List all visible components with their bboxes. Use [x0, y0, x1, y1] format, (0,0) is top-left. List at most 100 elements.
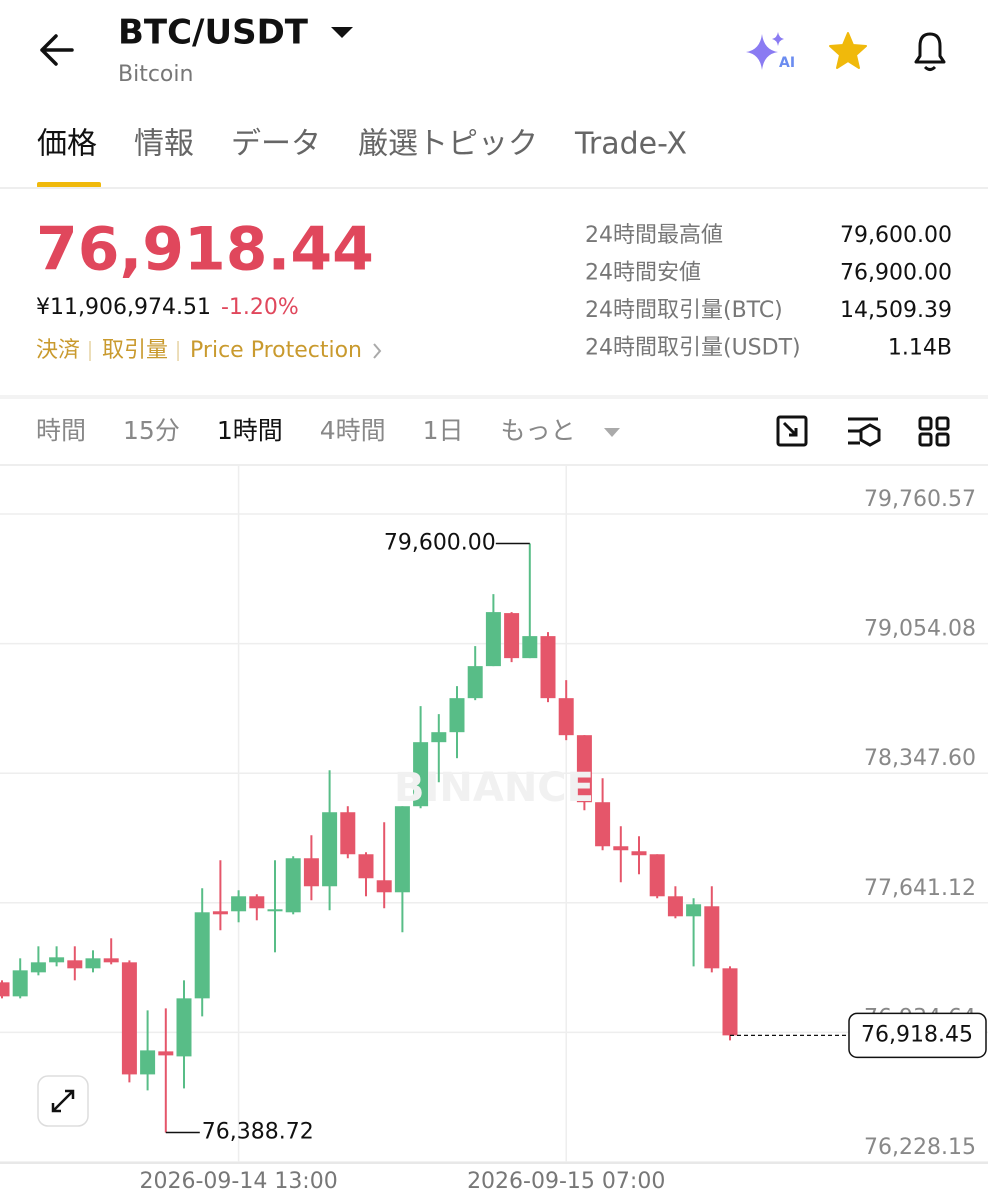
- candle-body: [212, 911, 228, 915]
- expand-button[interactable]: [37, 1075, 89, 1127]
- candle-body: [267, 909, 283, 912]
- price-link[interactable]: 決済: [36, 338, 80, 363]
- candle-body: [522, 636, 538, 659]
- price-chart: 76,228.1576,934.6477,641.1278,347.6079,0…: [0, 466, 988, 1194]
- more-dropdown[interactable]: [604, 428, 620, 437]
- stat-label: 24時間最高値: [585, 223, 723, 248]
- stat-value: 76,900.00: [840, 261, 952, 286]
- icon-cell: [935, 416, 950, 431]
- layout-icon[interactable]: [918, 416, 950, 447]
- x-tick-label: 2026-09-15 07:00: [467, 1169, 665, 1194]
- alert-button[interactable]: [914, 32, 946, 71]
- tab[interactable]: 価格: [37, 127, 97, 162]
- last-price-label: 76,918.45: [861, 1022, 973, 1047]
- candle-body: [67, 960, 83, 969]
- icon-cell: [918, 416, 933, 431]
- tab[interactable]: 情報: [134, 127, 194, 162]
- interval-tab[interactable]: 15分: [123, 416, 180, 445]
- candle-body: [340, 812, 356, 855]
- icon-cell: [935, 432, 950, 447]
- x-tick-label: 2026-09-14 13:00: [139, 1169, 337, 1194]
- candle-body: [121, 962, 137, 1075]
- y-tick-label: 79,760.57: [864, 487, 976, 512]
- link-chevron: [373, 343, 382, 359]
- interval-tab[interactable]: もっと: [501, 416, 576, 445]
- icon-cell: [918, 432, 933, 447]
- candle-body: [540, 636, 556, 699]
- candle-body: [504, 613, 520, 659]
- candle-body: [12, 970, 28, 997]
- last-price-box: [848, 1012, 987, 1059]
- candle-body: [0, 982, 10, 997]
- chart-settings-icon[interactable]: [776, 415, 808, 447]
- candle-body: [376, 880, 392, 893]
- ai-button[interactable]: AI: [746, 32, 795, 71]
- stat-value: 14,509.39: [840, 298, 952, 323]
- y-tick-label: 76,228.15: [864, 1135, 976, 1160]
- price-link[interactable]: 取引量: [102, 338, 168, 363]
- back-button[interactable]: [40, 34, 74, 66]
- interval-tab[interactable]: 1日: [423, 416, 464, 445]
- candle-body: [85, 958, 101, 969]
- high-annotation: 79,600.00: [384, 530, 496, 555]
- candle-body: [431, 732, 447, 743]
- price-jpy: ¥11,906,974.51: [36, 295, 211, 320]
- candle-body: [176, 998, 192, 1057]
- stat-label: 24時間取引量(BTC): [585, 298, 783, 323]
- candle-body: [722, 968, 738, 1036]
- price-link[interactable]: Price Protection: [190, 338, 362, 363]
- candle-body: [303, 858, 319, 887]
- candle-body: [140, 1050, 156, 1075]
- candle-body: [667, 896, 683, 917]
- pair-dropdown[interactable]: [331, 27, 353, 38]
- stat-label: 24時間取引量(USDT): [585, 336, 801, 361]
- tab[interactable]: 厳選トピック: [358, 127, 538, 162]
- stat-label: 24時間安値: [585, 261, 701, 286]
- candle-body: [449, 698, 465, 733]
- interval-tab[interactable]: 時間: [36, 416, 86, 445]
- candle-body: [631, 851, 647, 856]
- ai-sparkle: [746, 34, 778, 70]
- candle-body: [358, 854, 374, 879]
- candle-body: [558, 698, 574, 736]
- candle-body: [322, 812, 338, 887]
- candle-body: [576, 735, 592, 803]
- active-tab-indicator: [37, 182, 101, 188]
- tab[interactable]: Trade-X: [574, 127, 687, 162]
- icon-arrow: [782, 421, 798, 437]
- candle-body: [649, 854, 665, 897]
- pair-title[interactable]: BTC/USDT: [118, 13, 309, 53]
- candle-body: [158, 1051, 174, 1056]
- last-price: 76,918.44: [36, 215, 374, 285]
- candle-body: [49, 957, 65, 963]
- interval-tab[interactable]: 1時間: [217, 416, 283, 445]
- tab[interactable]: データ: [231, 127, 321, 162]
- icon-hex: [859, 423, 881, 447]
- expand-arrows: [51, 1089, 75, 1113]
- pair-subtitle: Bitcoin: [118, 62, 193, 87]
- indicator-icon[interactable]: [848, 417, 881, 447]
- candle-body: [231, 896, 247, 912]
- section-divider: [0, 395, 988, 399]
- ai-badge: AI: [779, 55, 795, 71]
- candle-body: [595, 802, 611, 847]
- favorite-button[interactable]: [829, 32, 867, 69]
- stat-value: 1.14B: [888, 336, 952, 361]
- watermark: BINANCE: [394, 765, 594, 811]
- candle-body: [485, 612, 501, 667]
- candle-body: [686, 904, 702, 917]
- interval-tab[interactable]: 4時間: [320, 416, 386, 445]
- candle-body: [413, 742, 429, 807]
- candle-body: [467, 666, 483, 699]
- stat-value: 79,600.00: [840, 223, 952, 248]
- candle-body: [704, 906, 720, 969]
- low-annotation: 76,388.72: [202, 1120, 314, 1145]
- candle-body: [249, 896, 265, 909]
- ai-sparkle: [772, 32, 784, 46]
- y-tick-label: 77,641.12: [864, 876, 976, 901]
- bell: [914, 32, 946, 64]
- icon-frame: [776, 415, 808, 447]
- candle-body: [285, 858, 301, 913]
- candle-body: [30, 962, 46, 973]
